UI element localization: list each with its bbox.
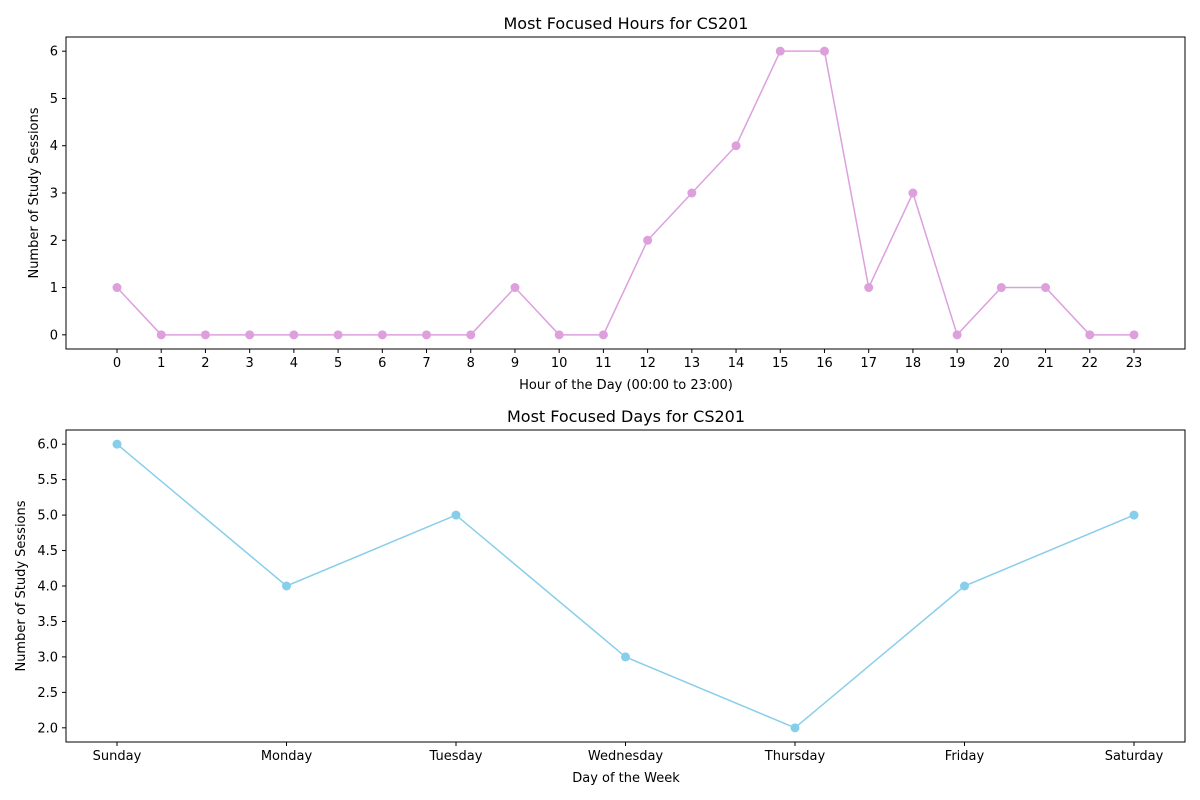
days-x-tick-label: Tuesday — [429, 749, 483, 764]
days-y-tick-label: 6.0 — [37, 438, 58, 453]
days-x-axis: Sunday Monday Tuesday Wednesday Thursday Frid… — [93, 742, 1164, 764]
hours-data-point — [245, 330, 255, 340]
hours-y-tick-label: 4 — [50, 139, 58, 154]
hours-x-tick-label: 7 — [422, 356, 430, 371]
hours-data-point — [422, 330, 432, 340]
days-x-tick-label: Monday — [261, 749, 313, 764]
days-y-axis: 2.0 2.5 3.0 3.5 4.0 4.5 5.0 5.5 6.0 — [37, 438, 66, 736]
days-x-tick-label: Thursday — [764, 749, 826, 764]
hours-y-tick-label: 6 — [50, 45, 58, 60]
hours-x-tick-label: 1 — [157, 356, 165, 371]
hours-y-tick-label: 2 — [50, 234, 58, 249]
hours-x-tick-label: 20 — [993, 356, 1010, 371]
days-data-point — [451, 510, 461, 520]
hours-data-point — [996, 283, 1006, 293]
days-data-point — [282, 581, 291, 591]
hours-x-tick-label: 2 — [201, 356, 209, 371]
hours-x-tick-label: 14 — [728, 356, 745, 371]
days-y-tick-label: 2.5 — [37, 686, 58, 701]
days-y-tick-label: 5.5 — [37, 473, 58, 488]
hours-data-point — [333, 330, 343, 340]
days-series-line — [116, 443, 1135, 729]
hours-data-point — [1041, 283, 1051, 293]
hours-x-tick-label: 11 — [595, 356, 612, 371]
hours-data-point — [687, 188, 697, 198]
days-data-point — [790, 723, 800, 733]
hours-x-tick-label: 19 — [949, 356, 966, 371]
hours-data-point — [554, 330, 564, 340]
hours-x-tick-label: 17 — [860, 356, 877, 371]
hours-data-point — [819, 46, 829, 56]
days-plot-area — [65, 429, 1186, 743]
hours-y-tick-label: 3 — [50, 187, 58, 202]
days-data-point — [621, 652, 630, 662]
hours-x-tick-label: 23 — [1126, 356, 1143, 371]
hours-x-axis-label: Hour of the Day (00:00 to 23:00) — [519, 378, 733, 393]
days-y-tick-label: 4.0 — [37, 580, 58, 595]
days-y-tick-label: 3.0 — [37, 650, 58, 665]
days-chart: Most Focused Days for CS201 Sunday Monday… — [14, 407, 1186, 786]
hours-x-tick-label: 10 — [551, 356, 568, 371]
hours-data-point — [510, 283, 520, 293]
hours-data-point — [377, 330, 387, 340]
days-data-point — [960, 581, 969, 591]
days-x-tick-label: Sunday — [93, 749, 142, 764]
days-x-tick-label: Saturday — [1105, 749, 1164, 764]
days-y-tick-label: 3.5 — [37, 615, 58, 630]
hours-x-tick-label: 6 — [378, 356, 386, 371]
hours-x-tick-label: 16 — [816, 356, 833, 371]
hours-x-axis: 0 1 2 3 4 5 6 7 8 9 10 11 12 13 14 15 16 17 18 19 20 21 22 23 — [113, 349, 1142, 371]
hours-x-tick-label: 12 — [639, 356, 656, 371]
hours-data-point — [1129, 330, 1139, 340]
hours-chart-title: Most Focused Hours for CS201 — [504, 14, 749, 33]
hours-x-tick-label: 4 — [290, 356, 298, 371]
hours-data-point — [908, 188, 918, 198]
days-x-tick-label: Friday — [945, 749, 985, 764]
hours-data-point — [731, 141, 741, 151]
days-y-axis-label: Number of Study Sessions — [14, 500, 29, 671]
hours-x-tick-label: 0 — [113, 356, 121, 371]
hours-data-point — [598, 330, 608, 340]
hours-data-point — [289, 330, 299, 340]
hours-data-point — [200, 330, 210, 340]
hours-x-tick-label: 18 — [905, 356, 922, 371]
hours-x-tick-label: 13 — [684, 356, 701, 371]
hours-y-tick-label: 5 — [50, 92, 58, 107]
hours-x-tick-label: 8 — [467, 356, 475, 371]
hours-data-point — [643, 235, 653, 245]
hours-data-point — [466, 330, 476, 340]
hours-series — [112, 46, 1139, 340]
days-y-tick-label: 2.0 — [37, 721, 58, 736]
hours-x-tick-label: 22 — [1082, 356, 1099, 371]
days-x-tick-label: Wednesday — [588, 749, 664, 764]
days-series — [112, 439, 1139, 733]
days-x-axis-label: Day of the Week — [572, 771, 680, 786]
hours-y-axis: 0 1 2 3 4 5 6 — [50, 45, 66, 343]
days-chart-title: Most Focused Days for CS201 — [507, 407, 745, 426]
days-y-tick-label: 5.0 — [37, 509, 58, 524]
days-data-point — [112, 439, 122, 449]
hours-y-axis-label: Number of Study Sessions — [27, 107, 42, 278]
hours-data-point — [775, 46, 785, 56]
hours-series-line — [116, 50, 1134, 337]
hours-x-tick-label: 9 — [511, 356, 519, 371]
hours-data-point — [864, 283, 874, 293]
hours-y-tick-label: 1 — [50, 281, 58, 296]
hours-plot-area — [65, 36, 1186, 350]
hours-x-tick-label: 3 — [246, 356, 254, 371]
hours-x-tick-label: 15 — [772, 356, 789, 371]
hours-x-tick-label: 21 — [1037, 356, 1054, 371]
hours-y-tick-label: 0 — [50, 328, 58, 343]
hours-x-tick-label: 5 — [334, 356, 342, 371]
hours-data-point — [112, 283, 122, 293]
hours-data-point — [952, 330, 962, 340]
days-data-point — [1129, 510, 1139, 520]
days-y-tick-label: 4.5 — [37, 544, 58, 559]
hours-data-point — [156, 330, 166, 340]
hours-data-point — [1085, 330, 1095, 340]
